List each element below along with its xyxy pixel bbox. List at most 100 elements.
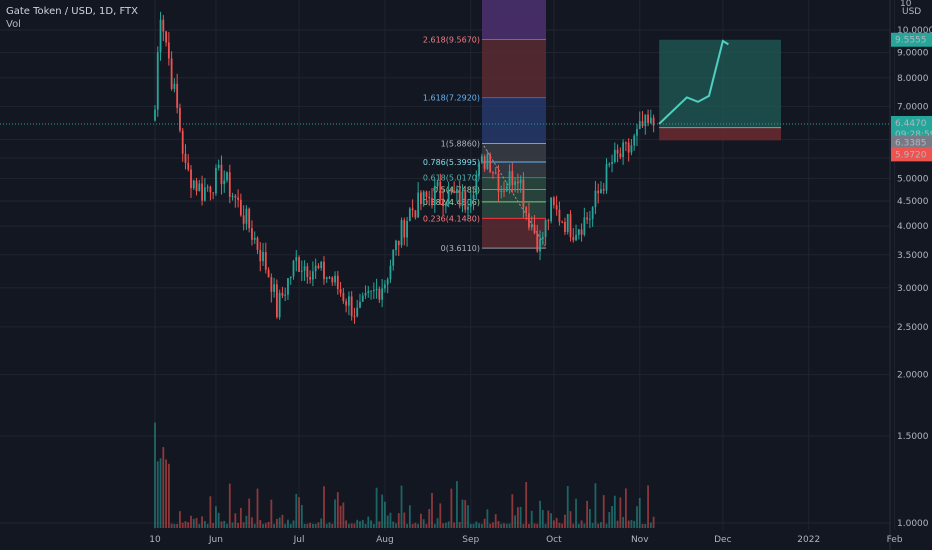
volume-bar	[544, 523, 547, 528]
volume-bar	[350, 523, 353, 528]
volume-bar	[483, 518, 486, 528]
volume-bar	[386, 515, 389, 528]
volume-bar	[345, 520, 348, 528]
candle-body	[245, 208, 248, 224]
volume-bar	[605, 523, 608, 528]
candle-body	[203, 187, 206, 201]
target-price-tag: 9.5555	[895, 36, 927, 46]
last-price-tag: 6.4470	[895, 119, 927, 129]
symbol-title[interactable]: Gate Token / USD, 1D, FTX	[6, 6, 138, 17]
volume-bar	[298, 497, 300, 528]
chart-legend: Gate Token / USD, 1D, FTX Vol	[6, 5, 138, 31]
volume-bar	[364, 523, 367, 528]
volume-bar	[528, 523, 530, 528]
volume-bar	[475, 521, 478, 528]
volume-bar	[184, 521, 187, 528]
candle-body	[649, 117, 652, 123]
volume-bar	[572, 523, 575, 528]
volume-bar	[262, 523, 264, 528]
candle-body	[522, 179, 525, 208]
volume-bar	[436, 518, 439, 528]
volume-bar	[633, 520, 636, 528]
candle-body	[384, 284, 386, 289]
x-tick-label: 2022	[797, 535, 820, 545]
candle-body	[627, 142, 630, 153]
candle-body	[580, 229, 583, 235]
volume-bar	[630, 520, 633, 528]
volume-bar	[162, 447, 165, 528]
candle-body	[181, 130, 184, 154]
candle-body	[528, 213, 530, 228]
candle-body	[638, 121, 641, 129]
candle-body	[552, 197, 555, 206]
candle-body	[195, 180, 198, 192]
fib-zone	[482, 39, 546, 98]
volume-bar	[472, 523, 475, 528]
candle-body	[392, 250, 395, 266]
volume-bar	[359, 521, 361, 528]
volume-bar	[492, 522, 494, 528]
candle-body	[406, 221, 408, 238]
volume-bar	[306, 523, 309, 528]
candle-body	[306, 266, 309, 278]
candle-body	[184, 153, 187, 163]
candle-body	[536, 233, 539, 252]
candle-body	[547, 220, 550, 222]
volume-bar	[245, 515, 248, 528]
candle-body	[516, 181, 519, 184]
volume-bar	[284, 523, 287, 528]
candle-body	[458, 188, 461, 207]
candle-body	[361, 295, 364, 302]
volume-bar	[433, 523, 436, 528]
candle-body	[489, 154, 492, 173]
candle-body	[420, 192, 422, 205]
volume-label[interactable]: Vol	[6, 19, 21, 30]
candle-body	[602, 189, 605, 191]
candle-body	[472, 194, 475, 200]
candle-body	[594, 190, 597, 208]
volume-bar	[411, 524, 414, 528]
fib-level-label: 0.786(5.3995)	[423, 158, 480, 167]
volume-bar	[212, 523, 215, 528]
candle-body	[356, 307, 359, 317]
x-tick-label: Jul	[293, 535, 305, 545]
volume-bar	[497, 521, 500, 528]
volume-bar	[406, 523, 408, 528]
candle-body	[162, 19, 165, 32]
volume-bar	[361, 519, 364, 528]
candle-body	[577, 229, 580, 235]
candle-body	[400, 220, 403, 246]
candle-body	[231, 195, 234, 197]
candle-body	[444, 203, 447, 207]
volume-bar	[314, 523, 317, 528]
volume-bar	[328, 522, 331, 528]
volume-bar	[372, 523, 375, 528]
candle-body	[461, 191, 464, 207]
candle-body	[608, 163, 611, 165]
volume-bar	[622, 517, 625, 528]
candle-body	[478, 162, 480, 176]
volume-bar	[192, 518, 195, 528]
volume-bar	[619, 497, 622, 528]
candle-body	[566, 213, 569, 233]
candle-body	[331, 277, 334, 283]
candle-body	[494, 172, 497, 174]
candle-body	[267, 269, 270, 278]
candle-body	[417, 192, 420, 218]
candle-body	[300, 270, 303, 272]
volume-bar	[159, 458, 162, 528]
volume-bar	[508, 523, 511, 528]
candle-body	[386, 279, 389, 285]
candle-body	[519, 179, 522, 184]
candle-body	[397, 240, 400, 246]
volume-bar	[400, 485, 403, 528]
volume-bar	[583, 523, 586, 528]
fib-zone	[482, 143, 546, 162]
candle-body	[611, 161, 613, 164]
volume-bar	[594, 483, 597, 528]
volume-bar	[480, 523, 483, 528]
candle-body	[497, 173, 500, 192]
candle-body	[503, 190, 505, 192]
volume-bar	[278, 517, 281, 528]
